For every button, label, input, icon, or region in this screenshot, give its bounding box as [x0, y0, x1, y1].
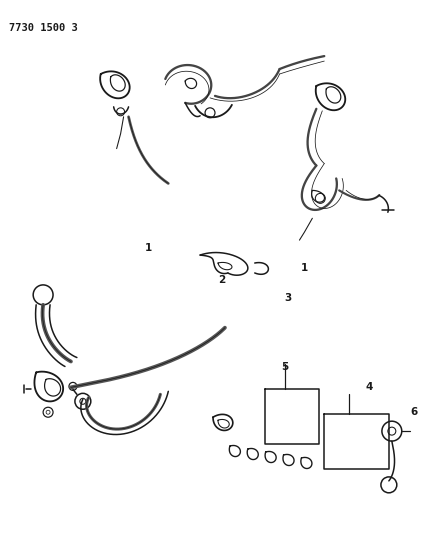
Text: 7730 1500 3: 7730 1500 3 — [9, 23, 78, 33]
Text: 1: 1 — [145, 243, 152, 253]
Text: 4: 4 — [366, 382, 373, 392]
Text: 6: 6 — [410, 407, 417, 417]
Text: 2: 2 — [218, 275, 226, 285]
Text: 5: 5 — [281, 362, 288, 373]
Text: 3: 3 — [284, 293, 291, 303]
Text: 1: 1 — [301, 263, 308, 273]
